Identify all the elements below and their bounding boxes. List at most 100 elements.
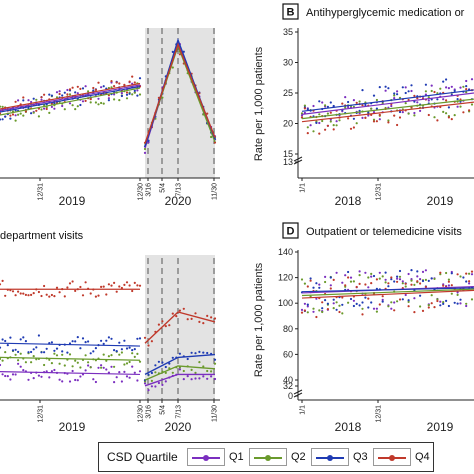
data-point-q2 — [14, 353, 17, 356]
data-point-q1 — [321, 101, 324, 104]
data-point-q3 — [401, 298, 404, 301]
data-point-q2 — [87, 361, 90, 364]
data-point-q2 — [367, 276, 370, 279]
data-point-q3 — [136, 337, 139, 340]
data-point-q3 — [407, 90, 410, 93]
data-point-q3 — [442, 80, 445, 83]
data-point-q3 — [53, 349, 56, 352]
panel-d-title: Outpatient or telemedicine visits — [306, 226, 462, 238]
data-point-q2 — [453, 114, 456, 117]
data-point-q1 — [9, 378, 12, 381]
data-point-q2 — [384, 281, 387, 284]
data-point-q2 — [136, 352, 139, 355]
data-point-q4 — [105, 293, 108, 296]
data-point-q2 — [387, 305, 390, 308]
data-point-q4 — [138, 284, 142, 287]
data-point-q4 — [341, 296, 344, 299]
legend-label-q2: Q2 — [291, 451, 306, 463]
data-point-q4 — [447, 116, 450, 119]
data-point-q1 — [27, 99, 30, 102]
data-point-q4 — [131, 75, 134, 78]
data-point-q4 — [393, 114, 396, 117]
data-point-q2 — [375, 310, 378, 313]
data-point-q4 — [71, 280, 74, 283]
data-point-q3 — [315, 121, 318, 124]
x-tick-label: 1/1 — [299, 405, 306, 415]
data-point-q3 — [355, 302, 358, 305]
legend-item-q2 — [249, 448, 287, 466]
data-point-q2 — [468, 272, 471, 275]
data-point-q1 — [128, 376, 131, 379]
data-point-q2 — [338, 119, 341, 122]
data-point-q3 — [107, 99, 110, 102]
data-point-q3 — [358, 304, 361, 307]
data-point-q2 — [375, 98, 378, 102]
data-point-q4 — [81, 294, 85, 297]
data-point-q3 — [125, 93, 129, 96]
data-point-q4 — [300, 116, 304, 119]
data-point-q1 — [113, 93, 116, 96]
panel-b: B Antihyperglycemic medication or Rate p… — [253, 3, 474, 208]
data-point-q1 — [303, 302, 306, 305]
data-point-q2 — [50, 362, 54, 365]
data-point-q4 — [79, 87, 82, 90]
data-point-q3 — [194, 352, 197, 355]
data-point-q4 — [378, 113, 381, 116]
data-point-q3 — [138, 77, 142, 80]
data-point-q1 — [19, 365, 22, 368]
data-point-q4 — [27, 294, 30, 297]
data-point-q2 — [413, 114, 416, 117]
data-point-q4 — [0, 283, 2, 286]
data-point-q2 — [48, 358, 51, 361]
data-point-q2 — [48, 111, 51, 114]
data-point-q4 — [404, 282, 407, 285]
data-point-q2 — [465, 91, 468, 94]
data-point-q4 — [332, 128, 335, 131]
data-point-q3 — [120, 348, 123, 351]
data-point-q4 — [94, 88, 97, 91]
data-point-q4 — [24, 293, 27, 296]
data-point-q2 — [393, 94, 396, 97]
data-point-q4 — [58, 291, 61, 294]
data-point-q4 — [79, 285, 82, 289]
data-point-q2 — [206, 369, 209, 373]
data-point-q1 — [97, 366, 100, 369]
data-point-q3 — [462, 276, 465, 279]
data-point-q2 — [303, 104, 306, 107]
data-point-q2 — [450, 292, 453, 295]
data-point-q2 — [324, 280, 327, 284]
data-point-q4 — [40, 294, 43, 298]
x-tick-label: 7/13 — [175, 183, 182, 197]
data-point-q1 — [66, 88, 69, 92]
data-point-q3 — [92, 350, 95, 353]
data-point-q1 — [442, 98, 445, 101]
data-point-q4 — [329, 287, 332, 290]
data-point-q3 — [43, 351, 46, 354]
data-point-q1 — [147, 389, 150, 392]
data-point-q3 — [447, 106, 450, 109]
data-point-q1 — [123, 370, 126, 373]
data-point-q1 — [74, 378, 77, 382]
data-point-q1 — [133, 371, 136, 374]
data-point-q1 — [100, 364, 103, 367]
data-point-q2 — [335, 301, 338, 304]
trend-line-q3 — [301, 89, 474, 112]
data-point-q4 — [364, 283, 367, 286]
data-point-q2 — [97, 103, 100, 106]
data-point-q4 — [419, 282, 422, 285]
data-point-q2 — [138, 360, 142, 363]
data-point-q3 — [387, 87, 390, 90]
data-point-q2 — [355, 122, 358, 125]
data-point-q4 — [22, 292, 25, 295]
data-point-q2 — [125, 362, 129, 365]
data-point-q2 — [35, 358, 38, 361]
data-point-q1 — [312, 104, 315, 108]
data-point-q3 — [315, 282, 318, 285]
data-point-q3 — [178, 352, 181, 355]
data-point-q2 — [312, 130, 315, 133]
data-point-q1 — [401, 280, 404, 283]
data-point-q4 — [182, 307, 185, 310]
data-point-q1 — [164, 380, 167, 383]
data-point-q4 — [468, 280, 471, 283]
data-point-q2 — [150, 379, 153, 382]
